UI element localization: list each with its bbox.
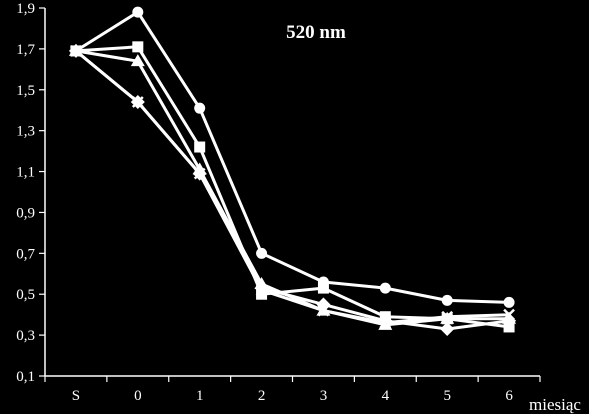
data-point-square [132, 41, 144, 53]
series-line-cross [74, 49, 511, 325]
x-tick-label: 2 [258, 388, 266, 404]
data-point-triangle [130, 54, 145, 67]
x-tick-label: 0 [134, 388, 142, 404]
data-point-diamond [440, 321, 455, 336]
series-line-triangle [74, 49, 511, 327]
y-tick-label: 1,1 [16, 165, 35, 181]
data-point-circle [441, 294, 453, 306]
data-point-cross [193, 167, 206, 180]
series-layer [74, 10, 511, 331]
series-line-square [74, 45, 511, 329]
y-tick-label: 1,5 [16, 83, 35, 99]
x-tick-label: 5 [443, 388, 451, 404]
x-tick-label: 3 [320, 388, 328, 404]
data-point-square [317, 282, 329, 294]
y-tick-label: 0,9 [16, 205, 35, 221]
x-tick-label: 4 [382, 388, 390, 404]
y-tick-label: 1,9 [16, 1, 35, 17]
data-point-cross [255, 284, 268, 297]
x-axis-label: miesiąc [529, 395, 581, 414]
chart-title: 520 nm [286, 22, 346, 43]
data-point-cross [70, 45, 82, 57]
y-tick-label: 1,7 [16, 42, 35, 58]
data-point-cross [317, 304, 330, 317]
data-point-cross [379, 316, 392, 329]
y-tick-label: 1,3 [16, 124, 35, 140]
data-point-circle [132, 6, 144, 18]
y-tick-label: 0,5 [16, 287, 35, 303]
x-tick-label: S [72, 388, 80, 404]
data-point-square [194, 141, 206, 153]
marker-layer [68, 6, 517, 336]
y-tick-label: 0,3 [16, 328, 35, 344]
x-tick-label: 1 [196, 388, 204, 404]
series-line-diamond [74, 49, 511, 331]
data-point-cross [441, 310, 454, 323]
data-point-diamond [378, 313, 393, 328]
axes-layer: 0,1 0,3 0,5 0,7 0,9 1,1 1,3 1,5 1,7 1,9 S 0 1 2 3 4 5 6 [16, 1, 541, 404]
data-point-circle [503, 296, 515, 308]
data-point-cross [503, 308, 515, 321]
data-point-circle [194, 102, 206, 114]
data-point-diamond [254, 281, 269, 296]
y-tick-label: 0,7 [16, 246, 35, 262]
data-point-circle [256, 247, 268, 259]
x-tick-label: 6 [505, 388, 513, 404]
data-point-cross [131, 96, 144, 108]
y-tick-label: 0,1 [16, 369, 35, 385]
series-line-circle [74, 10, 511, 304]
data-point-circle [379, 282, 391, 294]
